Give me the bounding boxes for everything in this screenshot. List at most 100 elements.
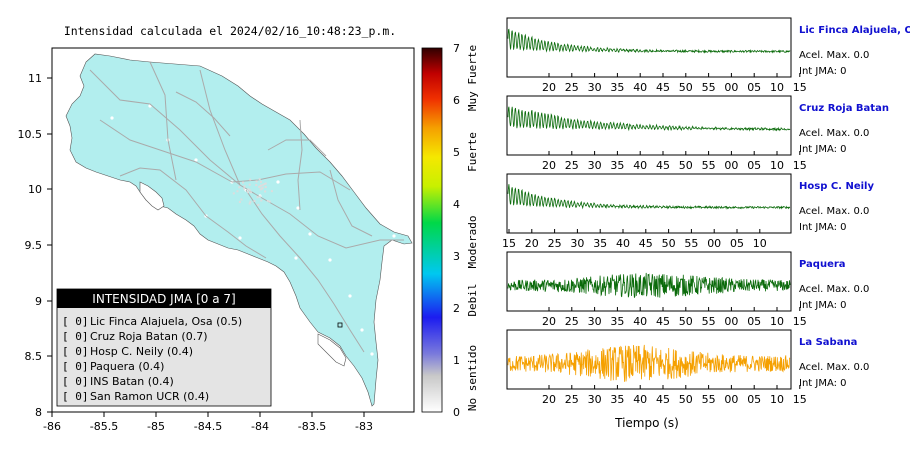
urban-dot <box>256 196 259 199</box>
urban-dot <box>247 188 250 191</box>
colorbar-tick: 6 <box>453 94 460 107</box>
legend-item-label: Lic Finca Alajuela, Osa (0.5) <box>90 315 242 328</box>
waveform-tick-label: 20 <box>542 315 556 328</box>
urban-dot <box>243 185 246 188</box>
station-marker <box>360 328 364 332</box>
urban-dot <box>259 188 262 191</box>
waveform-tick-label: 55 <box>702 315 716 328</box>
waveform-tick-label: 00 <box>724 393 738 406</box>
gulf-of-nicoya <box>139 181 165 211</box>
urban-dot <box>240 198 243 201</box>
colorbar-tick: 7 <box>453 42 460 55</box>
colorbar-tick: 0 <box>453 406 460 419</box>
waveform-tick-label: 10 <box>770 393 784 406</box>
station-name: La Sabana <box>799 337 857 348</box>
waveform-tick-label: 00 <box>707 237 721 250</box>
waveform-tick-label: 40 <box>633 393 647 406</box>
colorbar-label: Muy Fuerte <box>466 45 479 111</box>
waveform-tick-label: 40 <box>633 315 647 328</box>
urban-dot <box>270 190 273 193</box>
urban-dot <box>264 190 267 193</box>
map-x-tick: -83 <box>355 420 373 433</box>
station-marker <box>348 294 352 298</box>
map-x-tick: -85 <box>147 420 165 433</box>
station-acel: Acel. Max. 0.0 <box>799 128 869 139</box>
map-x-tick: -83.5 <box>298 420 326 433</box>
waveform-tick-label: 00 <box>724 81 738 94</box>
colorbar-tick: 1 <box>453 354 460 367</box>
station-acel: Acel. Max. 0.0 <box>799 362 869 373</box>
urban-dot <box>259 184 262 187</box>
map-y-tick: 9 <box>35 295 42 308</box>
road-line <box>267 139 327 157</box>
waveform-tick-label: 20 <box>542 393 556 406</box>
urban-dot <box>257 203 260 206</box>
waveform-trace <box>507 272 791 298</box>
waveform-tick-label: 30 <box>588 315 602 328</box>
urban-dot <box>260 180 263 183</box>
waveform-panels: 20 25 30 35 40 45 50 55 00 05 10 15 Lic Finca Alajue… <box>502 17 910 406</box>
waveform-tick-label: 25 <box>565 393 579 406</box>
waveform-tick-label: 35 <box>610 81 624 94</box>
urban-dot <box>255 184 258 187</box>
map-y-tick: 8 <box>35 406 42 419</box>
waveform-tick-label: 30 <box>570 237 584 250</box>
waveform-tick-label: 30 <box>588 159 602 172</box>
map-x-tick: -86 <box>43 420 61 433</box>
waveform-tick-label: 05 <box>747 393 761 406</box>
station-marker <box>238 236 242 240</box>
station-marker <box>294 256 298 260</box>
colorbar-label: No sentido <box>466 345 479 411</box>
urban-dot <box>253 200 256 203</box>
urban-dot <box>236 190 239 193</box>
station-int-jma: Int JMA: 0 <box>799 222 847 233</box>
road-line <box>231 171 351 191</box>
colorbar-label: Fuerte <box>466 132 479 172</box>
urban-dot <box>238 186 241 189</box>
waveform-tick-label: 25 <box>548 237 562 250</box>
map-x-tick: -84.5 <box>194 420 222 433</box>
urban-dot <box>238 200 241 203</box>
colorbar-label: Debil <box>466 283 479 316</box>
station-int-jma: Int JMA: 0 <box>799 378 847 389</box>
waveform-tick-label: 15 <box>793 315 807 328</box>
urban-dot <box>264 182 267 185</box>
waveform-trace <box>507 106 791 132</box>
colorbar-gradient <box>421 47 443 413</box>
waveform-tick-label: 25 <box>565 315 579 328</box>
x-axis-label: Tiempo (s) <box>614 416 679 430</box>
intensity-legend: INTENSIDAD JMA [0 a 7] [ 0] Lic Finca Al… <box>56 288 272 407</box>
legend-badge: [ 0] <box>62 330 89 343</box>
waveform-panel: 20 25 30 35 40 45 50 55 00 05 10 15 Paquera Acel. Max… <box>506 251 869 328</box>
map-x-tick: -84 <box>251 420 269 433</box>
legend-item-label: Hosp C. Neily (0.4) <box>90 345 193 358</box>
urban-dot <box>258 178 261 181</box>
waveform-tick-label: 45 <box>639 237 653 250</box>
urban-dot <box>249 200 252 203</box>
waveform-tick-label: 10 <box>753 237 767 250</box>
station-acel: Acel. Max. 0.0 <box>799 206 869 217</box>
map-y-tick: 9.5 <box>25 239 43 252</box>
station-name: Paquera <box>799 259 846 270</box>
station-marker <box>392 234 396 238</box>
map-x-axis: -86 -85.5 -85 -84.5 -84 -83.5 -83 <box>43 412 373 433</box>
waveform-tick-label: 50 <box>679 393 693 406</box>
waveform-tick-label: 55 <box>684 237 698 250</box>
epicenter-marker <box>337 322 343 328</box>
golfo-dulce <box>317 333 347 367</box>
urban-dot <box>247 191 250 194</box>
colorbar-tick: 2 <box>453 302 460 315</box>
legend-badge: [ 0] <box>62 345 89 358</box>
waveform-panel: 20 25 30 35 40 45 50 55 00 05 10 15 Lic Finca Alajue… <box>506 17 910 94</box>
station-marker <box>194 158 198 162</box>
legend-badge: [ 0] <box>62 390 89 403</box>
station-acel: Acel. Max. 0.0 <box>799 50 869 61</box>
waveform-trace <box>507 344 791 382</box>
urban-dot <box>232 192 235 195</box>
map-y-tick: 10.5 <box>18 128 43 141</box>
road-line <box>205 215 267 259</box>
waveform-tick-label: 25 <box>565 81 579 94</box>
waveform-tick-label: 50 <box>679 81 693 94</box>
legend-badge: [ 0] <box>62 360 89 373</box>
waveform-tick-label: 20 <box>525 237 539 250</box>
